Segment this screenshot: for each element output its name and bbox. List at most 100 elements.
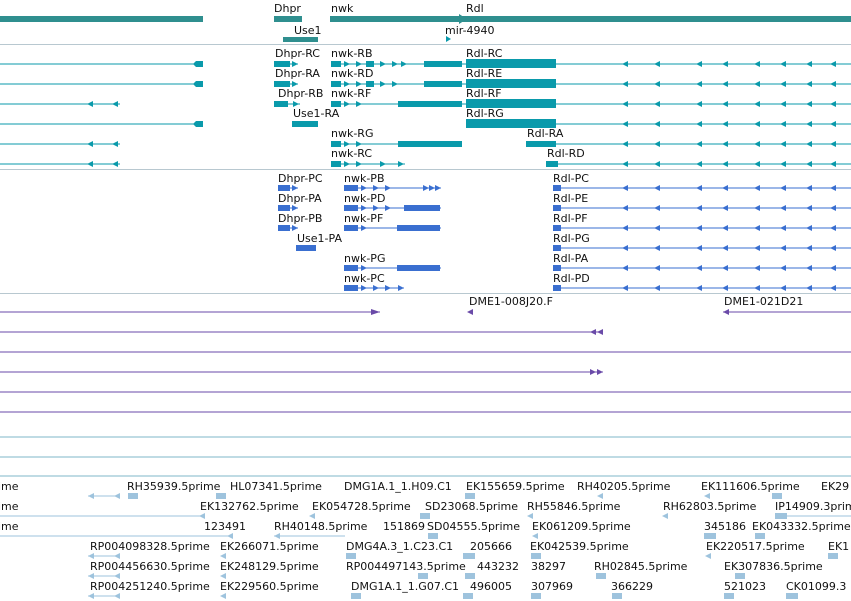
est-block[interactable] [755, 533, 765, 539]
est-block[interactable] [828, 553, 838, 559]
est-block[interactable] [596, 573, 606, 579]
est-block[interactable] [465, 573, 475, 579]
est-label[interactable]: 205666 [470, 540, 512, 553]
protein-block[interactable] [344, 225, 358, 231]
est-label[interactable]: 496005 [470, 580, 512, 593]
est-block[interactable] [612, 593, 622, 599]
transcript-exon[interactable] [424, 61, 462, 67]
protein-label[interactable]: Rdl-PA [553, 252, 589, 265]
est-label[interactable]: SD04555.5prime [427, 520, 520, 533]
transcript-exon[interactable] [292, 121, 318, 127]
est-label[interactable]: 443232 [477, 560, 519, 573]
transcript-label[interactable]: Dhpr-RA [275, 67, 320, 80]
est-label[interactable]: 366229 [611, 580, 653, 593]
transcript-label[interactable]: Use1-RA [293, 107, 340, 120]
gene-bar-dhpr[interactable] [274, 16, 302, 22]
protein-block[interactable] [344, 185, 358, 191]
est-label[interactable]: EK061209.5prime [532, 520, 631, 533]
protein-label[interactable]: nwk-PG [344, 252, 385, 265]
transcript-exon[interactable] [546, 161, 558, 167]
est-block[interactable] [735, 573, 745, 579]
transcript-label[interactable]: Rdl-RC [466, 47, 503, 60]
protein-label[interactable]: Dhpr-PB [278, 212, 322, 225]
est-block[interactable] [786, 593, 798, 599]
transcript-exon[interactable] [466, 59, 556, 68]
transcript-label[interactable]: nwk-RG [331, 127, 373, 140]
est-label[interactable]: 307969 [531, 580, 573, 593]
protein-block[interactable] [553, 245, 561, 251]
transcript-label[interactable]: nwk-RB [331, 47, 373, 60]
clone-label[interactable]: DME1-021D21 [724, 295, 803, 308]
protein-label[interactable]: Rdl-PC [553, 172, 589, 185]
gene-bar-left[interactable] [0, 16, 203, 22]
transcript-label[interactable]: nwk-RF [331, 87, 371, 100]
est-label[interactable]: RH35939.5prime [127, 480, 221, 493]
transcript-exon[interactable] [398, 101, 462, 107]
est-label[interactable]: EK132762.5prime [200, 500, 299, 513]
est-label[interactable]: EK29 [821, 480, 849, 493]
transcript-exon[interactable] [526, 141, 556, 147]
est-label[interactable]: RP004497143.5prime [346, 560, 466, 573]
est-label[interactable]: EK248129.5prime [220, 560, 319, 573]
transcript-exon[interactable] [331, 101, 341, 107]
transcript-exon[interactable] [331, 61, 341, 67]
est-block[interactable] [772, 493, 782, 499]
protein-block[interactable] [278, 225, 290, 231]
protein-block[interactable] [278, 185, 290, 191]
est-label[interactable]: EK111606.5prime [701, 480, 800, 493]
protein-block[interactable] [344, 205, 358, 211]
transcript-label[interactable]: Rdl-RE [466, 67, 502, 80]
est-label[interactable]: EK266071.5prime [220, 540, 319, 553]
protein-label[interactable]: Rdl-PG [553, 232, 590, 245]
protein-block[interactable] [404, 205, 440, 211]
est-label[interactable]: RH62803.5prime [663, 500, 757, 513]
protein-label[interactable]: nwk-PC [344, 272, 385, 285]
protein-label[interactable]: Dhpr-PA [278, 192, 322, 205]
est-label[interactable]: 521023 [724, 580, 766, 593]
protein-block[interactable] [344, 285, 358, 291]
est-label[interactable]: RP004251240.5prime [90, 580, 210, 593]
est-label[interactable]: DMG4A.3_1.C23.C1 [346, 540, 453, 553]
est-label[interactable]: EK054728.5prime [312, 500, 411, 513]
protein-label[interactable]: Dhpr-PC [278, 172, 323, 185]
transcript-exon[interactable] [466, 99, 556, 108]
est-label[interactable]: EK042539.5prime [530, 540, 629, 553]
est-label[interactable]: RH02845.5prime [594, 560, 688, 573]
est-label[interactable]: SD23068.5prime [425, 500, 518, 513]
est-label[interactable]: 123491 [204, 520, 246, 533]
transcript-exon[interactable] [331, 81, 341, 87]
gene-bar-rdl[interactable] [463, 16, 851, 22]
est-block[interactable] [704, 533, 716, 539]
protein-label[interactable]: Rdl-PE [553, 192, 588, 205]
est-label[interactable]: RH55846.5prime [527, 500, 621, 513]
est-label[interactable]: RP004098328.5prime [90, 540, 210, 553]
gene-bar-nwk[interactable] [330, 16, 463, 22]
est-label[interactable]: EK307836.5prime [724, 560, 823, 573]
transcript-label[interactable]: Rdl-RF [466, 87, 502, 100]
est-block[interactable] [775, 513, 787, 519]
est-label[interactable]: ime [0, 500, 19, 513]
transcript-exon[interactable] [331, 141, 341, 147]
est-block[interactable] [420, 513, 430, 519]
est-block[interactable] [724, 593, 734, 599]
est-label[interactable]: EK220517.5prime [706, 540, 805, 553]
est-label[interactable]: CK01099.3 [786, 580, 846, 593]
transcript-label[interactable]: Rdl-RA [527, 127, 564, 140]
est-label[interactable]: EK155659.5prime [466, 480, 565, 493]
est-block[interactable] [428, 533, 438, 539]
est-label[interactable]: IP14909.3prime [775, 500, 851, 513]
est-block[interactable] [463, 553, 475, 559]
est-block[interactable] [216, 493, 226, 499]
est-label[interactable]: ime [0, 520, 19, 533]
est-block[interactable] [463, 593, 473, 599]
transcript-exon[interactable] [466, 119, 556, 128]
est-label[interactable]: HL07341.5prime [230, 480, 322, 493]
transcript-label[interactable]: Rdl-RG [466, 107, 504, 120]
protein-block[interactable] [344, 265, 358, 271]
protein-label[interactable]: Use1-PA [297, 232, 342, 245]
est-label[interactable]: RH40148.5prime [274, 520, 368, 533]
protein-block[interactable] [553, 265, 561, 271]
est-label[interactable]: EK229560.5prime [220, 580, 319, 593]
protein-label[interactable]: Rdl-PD [553, 272, 590, 285]
est-block[interactable] [465, 493, 475, 499]
